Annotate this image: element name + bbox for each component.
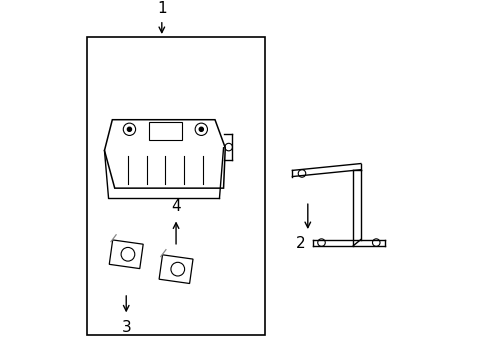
Text: 2: 2 [296,237,305,251]
Bar [149,122,182,140]
Circle shape [127,127,131,131]
Text: 1: 1 [157,1,166,17]
Text: 4: 4 [171,199,181,214]
Circle shape [199,127,203,131]
Text: 3: 3 [121,320,131,336]
Bar [87,37,264,335]
